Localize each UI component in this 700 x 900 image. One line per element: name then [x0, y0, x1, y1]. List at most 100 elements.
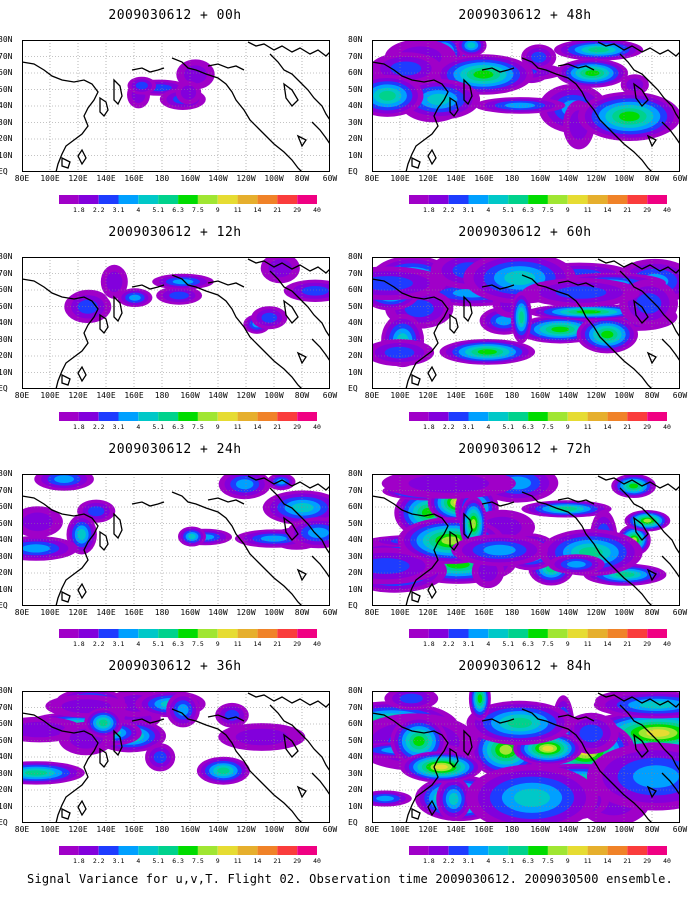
- latitude-label: 80N: [348, 252, 363, 261]
- latitude-label: EQ: [0, 601, 8, 610]
- colorbar-level-label: 40: [313, 640, 321, 648]
- panel-title: 2009030612 + 24h: [108, 442, 242, 457]
- colorbar-swatch: [567, 846, 588, 855]
- latitude-label: 20N: [0, 351, 13, 360]
- colorbar-level-label: 21: [623, 640, 632, 648]
- longitude-label: 120E: [418, 174, 438, 183]
- longitude-label: 100E: [40, 391, 60, 400]
- latitude-label: 40N: [348, 318, 363, 327]
- latitude-label: 50N: [0, 301, 13, 311]
- colorbar-swatch: [468, 846, 489, 855]
- latitude-label: 20N: [348, 568, 363, 577]
- colorbar-swatch: [468, 629, 489, 638]
- latitude-label: 50N: [0, 735, 13, 745]
- latitude-label: 30N: [348, 551, 363, 561]
- longitude-label: 80E: [364, 825, 380, 834]
- coastlines: [22, 475, 330, 606]
- longitude-label: 140E: [96, 825, 116, 834]
- colorbar-level-label: 29: [643, 206, 652, 214]
- latitude-label: 10N: [348, 584, 363, 594]
- colorbar-swatch: [257, 412, 278, 421]
- colorbar-level-label: 14: [603, 857, 612, 865]
- longitude-label: 60W: [672, 391, 688, 400]
- longitude-label: 140E: [446, 825, 466, 834]
- colorbar-swatch: [627, 195, 648, 204]
- colorbar-swatch: [158, 195, 178, 204]
- colorbar-swatch: [138, 195, 159, 204]
- latitude-label: 70N: [348, 702, 363, 712]
- longitude-label: 140E: [96, 174, 116, 183]
- longitude-label: 120W: [586, 174, 606, 183]
- colorbar-swatch: [428, 629, 449, 638]
- colorbar-level-label: 6.3: [172, 640, 184, 648]
- latitude-label: EQ: [0, 167, 8, 176]
- latitude-label: 20N: [348, 351, 363, 360]
- longitude-label: 120W: [236, 174, 256, 183]
- colorbar-level-label: 11: [233, 640, 242, 648]
- colorbar: [59, 412, 317, 421]
- longitude-label: 120E: [68, 391, 88, 400]
- coastlines: [372, 475, 680, 606]
- latitude-label: 20N: [348, 785, 363, 794]
- longitude-label: 100W: [264, 825, 284, 834]
- colorbar-swatch: [547, 846, 568, 855]
- latitude-label: 40N: [0, 752, 13, 761]
- longitude-label: 180: [504, 825, 520, 834]
- longitude-label: 80E: [364, 391, 380, 400]
- longitude-label: 160W: [180, 608, 200, 617]
- colorbar-level-label: 5.1: [152, 423, 165, 431]
- colorbar-level-label: 5.1: [502, 857, 515, 865]
- colorbar-level-label: 9: [215, 423, 220, 431]
- latitude-label: 70N: [348, 485, 363, 495]
- colorbar-level-label: 5.1: [502, 423, 515, 431]
- colorbar-swatch: [508, 846, 528, 855]
- longitude-label: 140W: [208, 391, 228, 400]
- longitude-label: 160W: [530, 608, 550, 617]
- map-panel-72h: 2009030612 + 72h 80N 70N 60N 50N 40N 30N 20N 10N…: [348, 434, 700, 649]
- longitude-label: 120W: [236, 391, 256, 400]
- colorbar-level-label: 6.3: [172, 857, 184, 865]
- latitude-label: 30N: [348, 768, 363, 778]
- colorbar-swatch: [118, 846, 139, 855]
- colorbar-level-label: 11: [233, 857, 242, 865]
- longitude-label: 120E: [68, 608, 88, 617]
- latitude-label: 80N: [348, 686, 363, 695]
- panel-title: 2009030612 + 84h: [458, 659, 592, 674]
- panel-title: 2009030612 + 36h: [108, 659, 242, 674]
- longitude-label: 100W: [264, 608, 284, 617]
- longitude-label: 160W: [180, 391, 200, 400]
- longitude-label: 60W: [322, 825, 338, 834]
- colorbar-swatch: [647, 629, 667, 638]
- colorbar: [59, 629, 317, 638]
- longitude-label: 140E: [96, 608, 116, 617]
- latitude-label: 30N: [348, 334, 363, 344]
- longitude-label: 120E: [418, 391, 438, 400]
- longitude-label: 140W: [558, 174, 578, 183]
- colorbar-level-label: 29: [293, 640, 302, 648]
- longitude-label: 60W: [672, 608, 688, 617]
- longitude-label: 140W: [208, 608, 228, 617]
- colorbar-level-label: 40: [663, 206, 671, 214]
- colorbar-level-label: 4: [486, 857, 491, 865]
- colorbar-swatch: [217, 195, 238, 204]
- colorbar-level-label: 4: [486, 640, 491, 648]
- colorbar-level-label: 7.5: [542, 640, 554, 648]
- colorbar-swatch: [138, 629, 159, 638]
- colorbar-swatch: [98, 195, 119, 204]
- colorbar-level-label: 14: [253, 206, 262, 214]
- colorbar-level-label: 6.3: [522, 640, 534, 648]
- longitude-label: 120W: [586, 825, 606, 834]
- longitude-label: 100E: [40, 825, 60, 834]
- latitude-label: 40N: [0, 318, 13, 327]
- colorbar-swatch: [178, 195, 198, 204]
- latitude-label: 70N: [0, 485, 13, 495]
- latitude-label: 30N: [0, 551, 13, 561]
- longitude-label: 100E: [390, 391, 410, 400]
- colorbar-level-label: 3.1: [462, 206, 475, 214]
- colorbar-swatch: [428, 846, 449, 855]
- colorbar-level-label: 14: [253, 857, 262, 865]
- variance-map: [372, 40, 680, 172]
- colorbar: [409, 846, 667, 855]
- colorbar-level-label: 3.1: [112, 640, 125, 648]
- colorbar-swatch: [98, 846, 119, 855]
